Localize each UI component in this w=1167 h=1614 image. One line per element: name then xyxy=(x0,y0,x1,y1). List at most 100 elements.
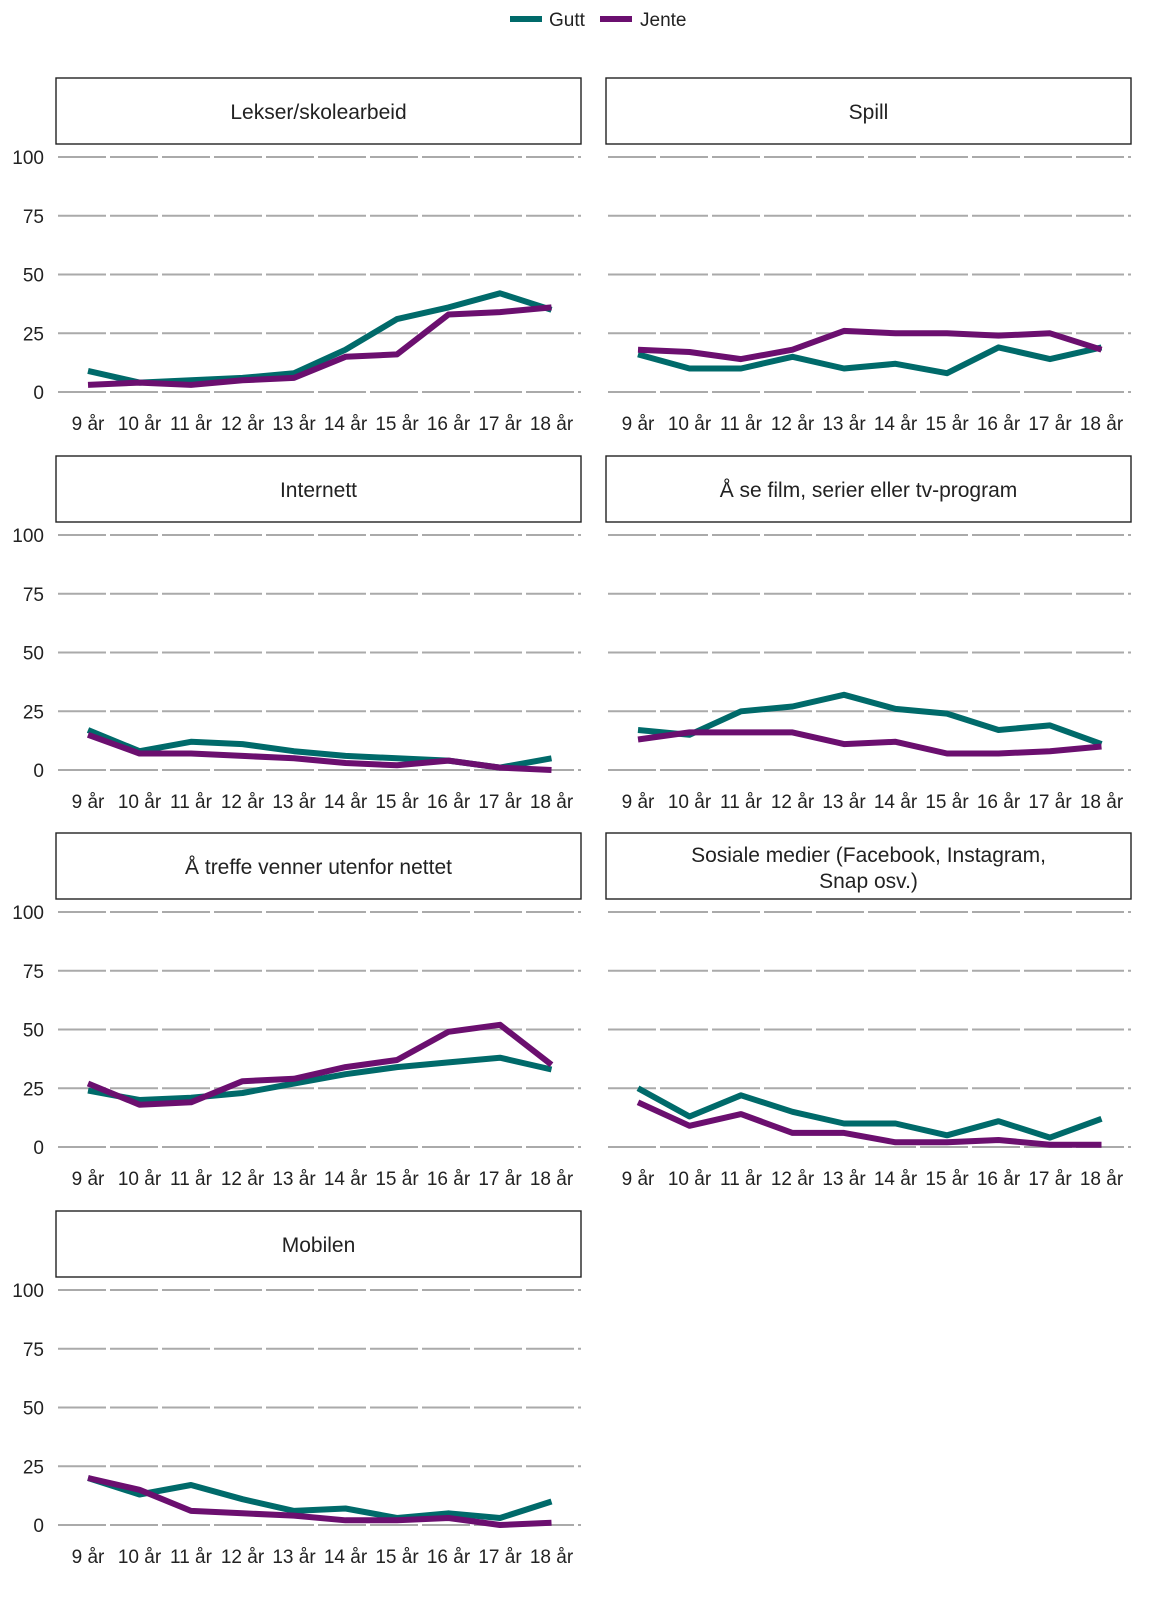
x-tick-label: 11 år xyxy=(720,414,763,435)
x-tick-label: 17 år xyxy=(1028,792,1072,813)
y-tick-label: 0 xyxy=(33,1516,44,1537)
x-tick-label: 16 år xyxy=(427,414,471,435)
series-line-gutt xyxy=(637,691,1103,747)
series-line-gutt xyxy=(637,344,1103,377)
y-tick-label: 75 xyxy=(23,585,44,606)
y-tick-label: 0 xyxy=(33,383,44,404)
panel-å-se-film-serier-eller-tv-program: Å se film, serier eller tv-program 9 år 10… xyxy=(605,455,1132,813)
panel-strip xyxy=(55,1210,582,1278)
x-tick-label: 17 år xyxy=(478,414,522,435)
panel-strip xyxy=(55,832,582,900)
series-line-gutt xyxy=(636,1085,1103,1141)
panel-å-treffe-venner-utenfor-nettet: Å treffe venner utenfor nettet 100 75 50 25 0… xyxy=(12,832,582,1190)
x-tick-label: 14 år xyxy=(874,792,918,813)
y-tick-label: 75 xyxy=(23,1340,44,1361)
series-line-jente xyxy=(86,731,552,773)
x-tick-label: 17 år xyxy=(478,1169,522,1190)
y-tick-label: 100 xyxy=(12,1281,44,1302)
series-line-gutt xyxy=(87,1054,553,1103)
legend-label: Jente xyxy=(640,10,686,31)
x-tick-label: 12 år xyxy=(221,414,265,435)
panels: Lekser/skolearbeid 100 75 50 25 0 9 år 10 år 11 … xyxy=(12,77,1132,1568)
x-tick-label: 18 år xyxy=(530,414,574,435)
x-tick-label: 18 år xyxy=(530,1169,574,1190)
x-tick-label: 15 år xyxy=(375,1169,419,1190)
x-tick-label: 13 år xyxy=(272,792,316,813)
y-tick-label: 50 xyxy=(23,1021,44,1042)
panel-title: Mobilen xyxy=(282,1234,356,1257)
y-tick-label: 100 xyxy=(12,903,44,924)
x-tick-label: 10 år xyxy=(668,1169,712,1190)
panel-title: Å treffe venner utenfor nettet xyxy=(185,856,452,879)
x-tick-label: 10 år xyxy=(118,414,162,435)
x-tick-label: 15 år xyxy=(925,414,969,435)
x-tick-label: 9 år xyxy=(622,792,655,813)
y-tick-label: 75 xyxy=(23,962,44,983)
x-tick-label: 14 år xyxy=(324,414,368,435)
x-tick-label: 12 år xyxy=(221,792,265,813)
x-tick-label: 17 år xyxy=(478,1547,522,1568)
panel-spill: Spill 9 år 10 år 11 år 12 år 13 år 14 år 15 år 1… xyxy=(605,77,1132,435)
y-tick-label: 25 xyxy=(23,1457,44,1478)
x-tick-label: 9 år xyxy=(72,414,105,435)
series-line-jente xyxy=(637,729,1102,757)
x-tick-label: 11 år xyxy=(170,1169,213,1190)
y-tick-label: 25 xyxy=(23,1079,44,1100)
x-tick-label: 16 år xyxy=(427,792,471,813)
x-tick-label: 10 år xyxy=(668,792,712,813)
x-tick-label: 11 år xyxy=(720,792,763,813)
legend-item-gutt: Gutt xyxy=(510,10,586,31)
legend-item-jente: Jente xyxy=(600,10,686,31)
x-tick-label: 14 år xyxy=(874,1169,918,1190)
x-tick-label: 10 år xyxy=(118,1169,162,1190)
x-tick-label: 15 år xyxy=(925,1169,969,1190)
x-tick-label: 11 år xyxy=(170,414,213,435)
legend-label: Gutt xyxy=(549,10,586,31)
x-tick-label: 13 år xyxy=(272,414,316,435)
x-tick-label: 14 år xyxy=(874,414,918,435)
y-tick-label: 100 xyxy=(12,148,44,169)
panel-strip xyxy=(605,832,1132,900)
x-tick-label: 13 år xyxy=(822,1169,866,1190)
y-tick-label: 25 xyxy=(23,702,44,723)
panel-strip xyxy=(55,455,582,523)
x-tick-label: 10 år xyxy=(668,414,712,435)
x-tick-label: 11 år xyxy=(170,1547,213,1568)
x-tick-label: 12 år xyxy=(771,1169,815,1190)
x-tick-label: 18 år xyxy=(1080,792,1124,813)
x-tick-label: 10 år xyxy=(118,1547,162,1568)
series-line-jente xyxy=(87,1475,552,1528)
x-tick-label: 13 år xyxy=(822,414,866,435)
series-line-jente xyxy=(636,1099,1102,1148)
x-tick-label: 18 år xyxy=(530,792,574,813)
panel-title: Lekser/skolearbeid xyxy=(230,101,406,124)
panel-title-line: Snap osv.) xyxy=(819,870,918,893)
x-tick-label: 15 år xyxy=(375,1547,419,1568)
x-tick-label: 9 år xyxy=(622,414,655,435)
series-line-jente xyxy=(87,304,552,388)
series-line-gutt xyxy=(87,1475,553,1521)
panel-strip xyxy=(55,77,582,145)
y-tick-label: 0 xyxy=(33,1138,44,1159)
x-tick-label: 12 år xyxy=(221,1169,265,1190)
y-tick-label: 75 xyxy=(23,207,44,228)
x-tick-label: 14 år xyxy=(324,1547,368,1568)
x-tick-label: 10 år xyxy=(118,792,162,813)
panel-internett: Internett 100 75 50 25 0 9 år 10 år 11 år 12 år 13… xyxy=(12,455,582,813)
x-tick-label: 16 år xyxy=(977,792,1021,813)
x-tick-label: 9 år xyxy=(622,1169,655,1190)
x-tick-label: 15 år xyxy=(375,792,419,813)
y-tick-label: 25 xyxy=(23,324,44,345)
panel-title: Å se film, serier eller tv-program xyxy=(720,479,1018,502)
x-tick-label: 17 år xyxy=(478,792,522,813)
y-tick-label: 50 xyxy=(23,1399,44,1420)
panel-sosiale-medier-facebook-instagram-snap-osv: Sosiale medier (Facebook, Instagram, Snap… xyxy=(605,832,1132,1190)
x-tick-label: 18 år xyxy=(1080,414,1124,435)
y-tick-label: 0 xyxy=(33,761,44,782)
panel-title: Internett xyxy=(280,479,357,502)
x-tick-label: 16 år xyxy=(977,414,1021,435)
x-tick-label: 18 år xyxy=(1080,1169,1124,1190)
x-tick-label: 11 år xyxy=(170,792,213,813)
x-tick-label: 11 år xyxy=(720,1169,763,1190)
x-tick-label: 13 år xyxy=(272,1169,316,1190)
